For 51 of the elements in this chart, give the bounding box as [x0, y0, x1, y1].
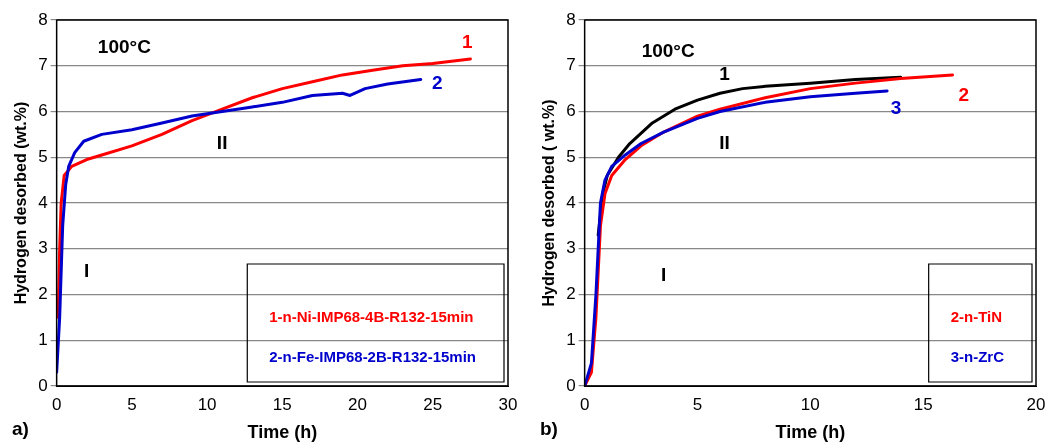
x-tick-label: 5 [127, 394, 137, 414]
annotation: II [719, 131, 730, 153]
y-tick-label: 6 [38, 101, 48, 121]
x-axis-title: Time (h) [247, 422, 318, 443]
x-tick-label: 30 [498, 394, 518, 414]
text: b) [540, 418, 558, 440]
x-tick-label: 20 [348, 394, 368, 414]
y-tick-label: 4 [566, 192, 576, 212]
y-tick-label: 7 [566, 55, 576, 75]
x-tick-label: 20 [1026, 394, 1046, 414]
x-tick-label: 15 [913, 394, 933, 414]
text: a) [12, 418, 29, 440]
x-tick-label: 25 [423, 394, 443, 414]
y-tick-label: 3 [566, 238, 576, 258]
y-tick-label: 7 [38, 55, 48, 75]
y-tick-label: 8 [38, 9, 48, 29]
y-tick-label: 1 [38, 329, 48, 349]
annotation: 1 [462, 31, 474, 53]
y-tick-label: 0 [38, 375, 48, 395]
annotation: II [216, 131, 228, 153]
annotation: I [661, 264, 667, 286]
text: 2-n-Fe-IMP68-2B-R132-15min [269, 348, 476, 366]
annotation: 3 [890, 97, 902, 119]
annotation: 100°C [641, 40, 695, 62]
text: 3-n-ZrC [950, 348, 1005, 366]
y-tick-label: 2 [38, 284, 48, 304]
y-tick-label: 1 [566, 329, 576, 349]
text: 2-n-TiN [950, 308, 1003, 326]
x-tick-label: 10 [197, 394, 217, 414]
x-axis-title: Time (h) [775, 422, 846, 443]
x-tick-label: 0 [579, 394, 590, 414]
annotation: 1 [719, 63, 731, 85]
y-axis-title: Hydrogen desorbed ( wt.%) [540, 99, 558, 307]
annotation: 2 [958, 83, 970, 105]
x-tick-label: 15 [272, 394, 292, 414]
x-tick-label: 10 [800, 394, 820, 414]
y-tick-label: 2 [566, 284, 576, 304]
y-tick-label: 4 [38, 192, 48, 212]
y-tick-label: 5 [38, 146, 48, 166]
y-axis-title: Hydrogen desorbed (wt.%) [12, 101, 30, 305]
y-tick-label: 8 [566, 9, 576, 29]
y-tick-label: 5 [566, 146, 576, 166]
annotation: 100°C [97, 35, 152, 57]
annotation: I [84, 259, 90, 281]
x-tick-label: 0 [51, 394, 62, 414]
y-tick-label: 6 [566, 101, 576, 121]
text: 1-n-Ni-IMP68-4B-R132-15min [269, 308, 474, 326]
y-tick-label: 3 [38, 238, 48, 258]
annotation: 2 [432, 72, 443, 94]
y-tick-label: 0 [566, 375, 576, 395]
x-tick-label: 5 [692, 394, 703, 414]
